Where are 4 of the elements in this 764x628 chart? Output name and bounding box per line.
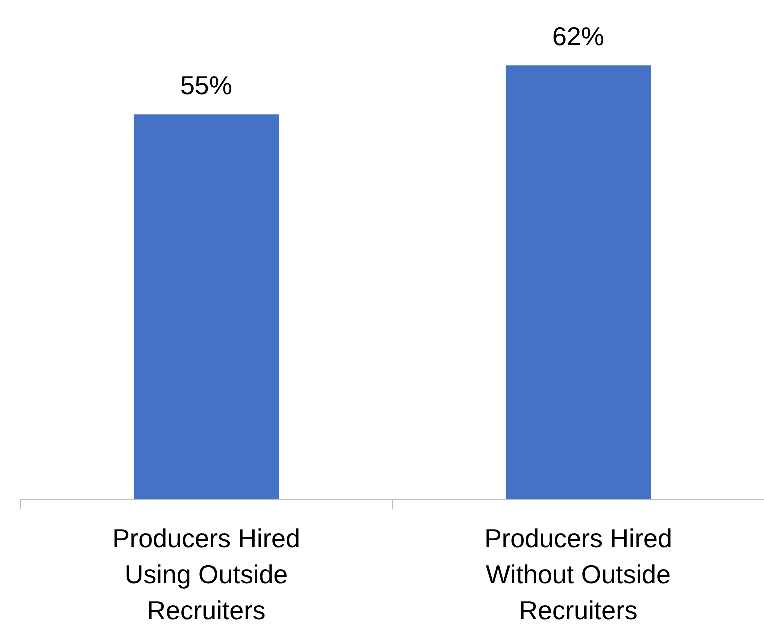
x-tick-label: Producers Hired Without Outside Recruiters xyxy=(484,524,672,626)
data-label: 62% xyxy=(552,22,605,52)
x-tick-label: Producers Hired Using Outside Recruiters xyxy=(112,524,300,626)
data-label: 55% xyxy=(180,70,233,101)
